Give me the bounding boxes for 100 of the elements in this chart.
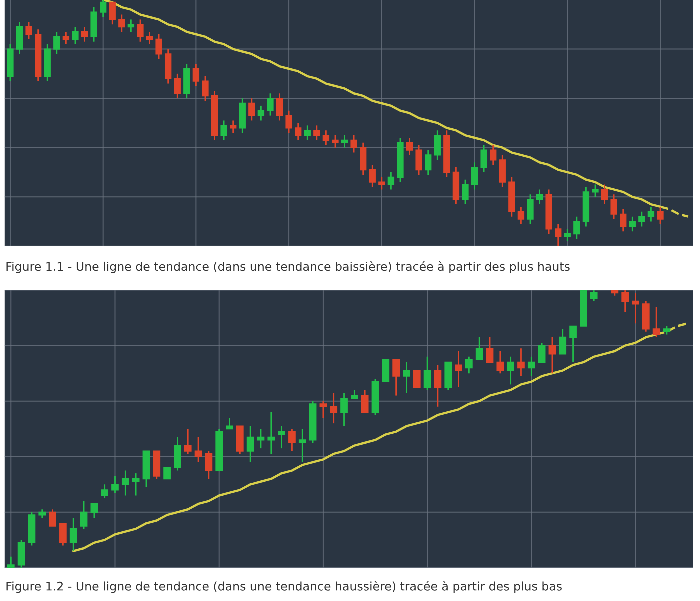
candlestick	[320, 400, 328, 419]
candlestick	[476, 336, 484, 360]
candlestick	[184, 428, 192, 455]
candlestick	[480, 144, 488, 174]
candlestick	[629, 216, 636, 232]
candlestick	[490, 144, 497, 166]
candlestick	[392, 359, 400, 396]
candlestick	[132, 472, 140, 496]
candlestick	[278, 426, 286, 450]
candlestick	[62, 31, 70, 46]
candlestick	[564, 228, 571, 242]
candlestick	[350, 134, 358, 154]
candlestick	[18, 539, 26, 568]
candlestick	[527, 194, 534, 225]
candlestick	[638, 211, 646, 228]
candlestick	[90, 503, 98, 519]
candlestick	[632, 292, 640, 324]
candlestick	[361, 390, 369, 414]
candlestick	[416, 144, 422, 176]
candlestick	[528, 356, 536, 378]
candlestick	[220, 120, 228, 142]
candlestick	[570, 326, 577, 364]
candlestick	[555, 224, 562, 246]
candlestick	[109, 2, 116, 26]
candlestick	[298, 428, 306, 464]
candlestick	[592, 184, 599, 198]
candlestick	[304, 124, 311, 142]
candlestick	[230, 120, 237, 134]
candlestick	[174, 73, 181, 100]
candlestick	[369, 164, 376, 188]
candlestick	[601, 184, 608, 206]
candlestick	[559, 328, 567, 355]
candlestick	[164, 467, 171, 480]
candlestick	[657, 206, 664, 225]
candlestick	[7, 556, 15, 568]
candlestick	[388, 172, 395, 190]
candlestick	[434, 364, 442, 408]
candlestick	[16, 21, 24, 55]
candlestick	[267, 92, 274, 117]
candlestick	[486, 336, 494, 364]
candlestick	[26, 21, 32, 40]
candlestick	[156, 34, 162, 60]
candlestick	[322, 130, 330, 146]
candlestick	[146, 31, 154, 46]
candlestick	[518, 348, 525, 378]
candlestick	[462, 179, 469, 206]
candlestick	[538, 342, 546, 364]
candlestick	[406, 137, 414, 156]
candlestick	[620, 208, 627, 232]
candlestick	[101, 484, 109, 500]
candlestick	[471, 162, 478, 190]
candlestick	[202, 76, 209, 102]
candlestick	[128, 19, 135, 33]
candlestick	[118, 14, 126, 33]
candlestick	[258, 105, 265, 122]
candlestick	[174, 436, 182, 472]
candlestick	[518, 206, 525, 225]
candlestick	[330, 392, 338, 424]
caption: Figure 1.2 - Une ligne de tendance (dans une tendance haussière) tracée à partir des plus bas	[6, 581, 562, 594]
candlestick	[590, 290, 598, 302]
candlestick	[192, 63, 200, 87]
candlestick	[314, 124, 320, 142]
candlestick	[496, 350, 504, 374]
candlestick	[610, 194, 618, 220]
candlestick	[54, 31, 60, 55]
candlestick	[288, 428, 296, 452]
candlestick	[72, 26, 79, 46]
candlestick	[246, 426, 254, 464]
candlestick	[286, 110, 292, 134]
candlestick	[341, 134, 348, 149]
candlestick	[81, 26, 88, 43]
candlestick	[455, 350, 462, 388]
candlestick	[413, 370, 421, 388]
candlestick	[382, 359, 390, 382]
candlestick	[248, 98, 256, 122]
candlestick	[257, 428, 265, 450]
candlestick	[499, 154, 506, 188]
candlestick	[548, 336, 556, 374]
candlestick	[60, 522, 67, 546]
candlestick	[424, 356, 432, 391]
candlestick	[403, 362, 410, 394]
candlestick	[425, 150, 432, 176]
candlestick	[622, 290, 630, 314]
candlestick	[49, 508, 56, 527]
candlestick	[137, 19, 144, 43]
candlestick	[434, 130, 441, 161]
candlestick	[340, 392, 348, 428]
candlestick	[205, 450, 213, 480]
candlestick	[112, 476, 119, 494]
candlestick	[268, 412, 276, 455]
candlestick	[226, 417, 234, 430]
candlestick	[80, 500, 88, 530]
candlestick	[378, 176, 386, 190]
candlestick	[194, 436, 202, 464]
candlestick	[507, 356, 515, 386]
candlestick	[360, 142, 367, 176]
candlestick	[536, 189, 544, 206]
candlestick	[70, 517, 78, 552]
candlestick	[574, 216, 580, 240]
candlestick	[648, 206, 655, 222]
